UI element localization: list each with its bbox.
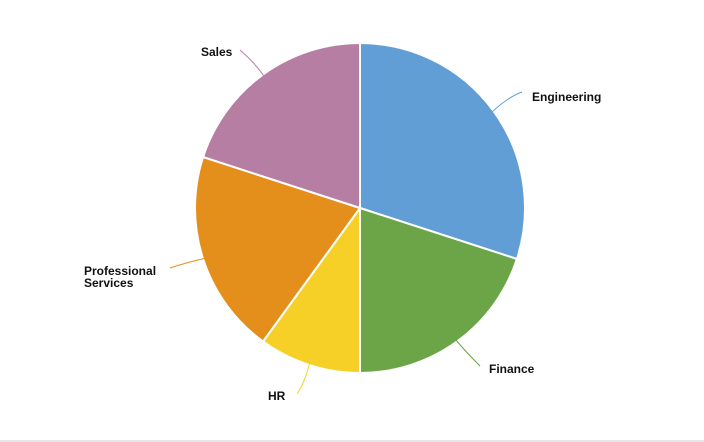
leader-line-finance bbox=[455, 339, 481, 367]
slice-label-line: Engineering bbox=[532, 90, 601, 104]
leader-line-professional-services bbox=[169, 257, 206, 269]
slice-label-line: Sales bbox=[201, 45, 233, 59]
slice-label-finance: Finance bbox=[489, 362, 535, 376]
slice-label-line: Services bbox=[84, 276, 134, 290]
slice-label-professional-services: Professional Services bbox=[84, 264, 156, 290]
pie-labels: Engineering Finance HR Professional Services… bbox=[84, 45, 601, 403]
leader-line-sales bbox=[239, 49, 265, 77]
pie-leader-lines bbox=[169, 49, 523, 395]
bottom-divider bbox=[0, 440, 704, 442]
slice-label-sales: Sales bbox=[201, 45, 233, 59]
slice-label-line: Professional bbox=[84, 264, 156, 278]
slice-label-engineering: Engineering bbox=[532, 90, 601, 104]
leader-line-engineering bbox=[491, 91, 523, 113]
slice-label-hr: HR bbox=[268, 389, 286, 403]
slice-label-line: HR bbox=[268, 389, 286, 403]
pie-slices bbox=[194, 41, 526, 375]
leader-line-hr bbox=[296, 362, 311, 395]
slice-label-line: Finance bbox=[489, 362, 535, 376]
